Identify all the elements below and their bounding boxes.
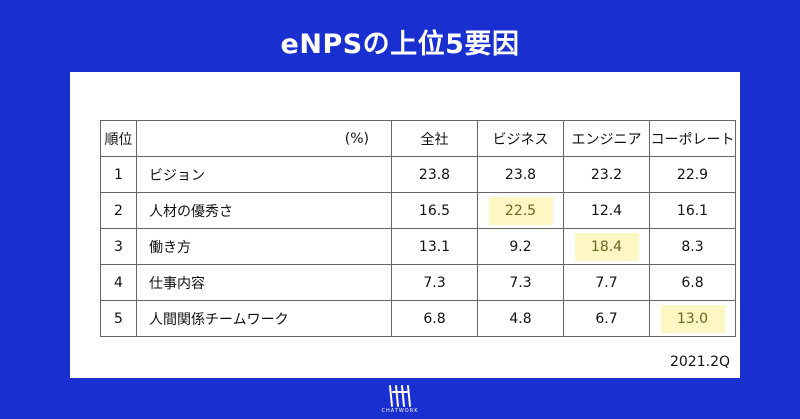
value-text: 22.9: [676, 166, 709, 183]
header-corporate: コーポレート: [649, 120, 736, 157]
value-text: 16.1: [676, 202, 709, 219]
rank-cell: 3: [100, 228, 137, 265]
value-cell: 7.3: [391, 264, 478, 301]
value-text: 8.3: [681, 238, 704, 255]
rank-cell: 1: [100, 156, 137, 193]
value-text: 13.1: [418, 238, 451, 255]
highlighted-value: 13.0: [660, 304, 725, 333]
value-text: 4.8: [509, 310, 532, 327]
rank-cell: 5: [100, 300, 137, 337]
header-business: ビジネス: [477, 120, 564, 157]
value-text: 23.8: [418, 166, 451, 183]
value-text: 9.2: [509, 238, 532, 255]
value-cell: 16.1: [649, 192, 736, 229]
value-cell: 6.8: [649, 264, 736, 301]
rank-cell: 4: [100, 264, 137, 301]
table-row: 2 人材の優秀さ 16.5 22.5 12.4 16.1: [100, 192, 736, 229]
enps-table: 順位 (%) 全社 ビジネス エンジニア コーポレート 1 ビジョン 23.8 …: [100, 120, 736, 337]
company-logo-icon: [389, 385, 411, 407]
table-row: 5 人間関係チームワーク 6.8 4.8 6.7 13.0: [100, 300, 736, 337]
header-rank: 順位: [100, 120, 137, 157]
value-text: 16.5: [418, 202, 451, 219]
value-cell: 9.2: [477, 228, 564, 265]
value-cell: 6.8: [391, 300, 478, 337]
header-engineer: エンジニア: [563, 120, 650, 157]
table-row: 3 働き方 13.1 9.2 18.4 8.3: [100, 228, 736, 265]
value-text: 7.7: [595, 274, 618, 291]
period-label: 2021.2Q: [669, 354, 730, 370]
rank-cell: 2: [100, 192, 137, 229]
value-cell: 22.9: [649, 156, 736, 193]
header-percent: (%): [136, 120, 392, 157]
value-cell: 23.2: [563, 156, 650, 193]
table-row: 4 仕事内容 7.3 7.3 7.7 6.8: [100, 264, 736, 301]
highlighted-value: 18.4: [574, 232, 639, 261]
value-cell: 13.1: [391, 228, 478, 265]
value-text: 23.2: [590, 166, 623, 183]
factor-cell: 人間関係チームワーク: [136, 300, 392, 337]
highlighted-value: 22.5: [488, 196, 553, 225]
content-panel: 順位 (%) 全社 ビジネス エンジニア コーポレート 1 ビジョン 23.8 …: [70, 72, 740, 378]
value-cell: 12.4: [563, 192, 650, 229]
factor-cell: 働き方: [136, 228, 392, 265]
value-text: 12.4: [590, 202, 623, 219]
value-cell: 7.7: [563, 264, 650, 301]
value-cell: 18.4: [563, 228, 650, 265]
factor-cell: 仕事内容: [136, 264, 392, 301]
value-text: 7.3: [423, 274, 446, 291]
value-cell: 7.3: [477, 264, 564, 301]
value-cell: 6.7: [563, 300, 650, 337]
table-row: 1 ビジョン 23.8 23.8 23.2 22.9: [100, 156, 736, 193]
value-cell: 23.8: [477, 156, 564, 193]
value-cell: 16.5: [391, 192, 478, 229]
value-cell: 8.3: [649, 228, 736, 265]
factor-cell: ビジョン: [136, 156, 392, 193]
factor-cell: 人材の優秀さ: [136, 192, 392, 229]
value-text: 7.3: [509, 274, 532, 291]
header-all: 全社: [391, 120, 478, 157]
value-cell: 23.8: [391, 156, 478, 193]
value-cell: 22.5: [477, 192, 564, 229]
table-header-row: 順位 (%) 全社 ビジネス エンジニア コーポレート: [100, 120, 736, 157]
value-text: 6.8: [681, 274, 704, 291]
value-text: 23.8: [504, 166, 537, 183]
value-cell: 13.0: [649, 300, 736, 337]
value-cell: 4.8: [477, 300, 564, 337]
value-text: 6.8: [423, 310, 446, 327]
value-text: 6.7: [595, 310, 618, 327]
page-title: eNPSの上位5要因: [280, 29, 520, 60]
logo-wordmark: CHATWORK: [381, 408, 419, 414]
